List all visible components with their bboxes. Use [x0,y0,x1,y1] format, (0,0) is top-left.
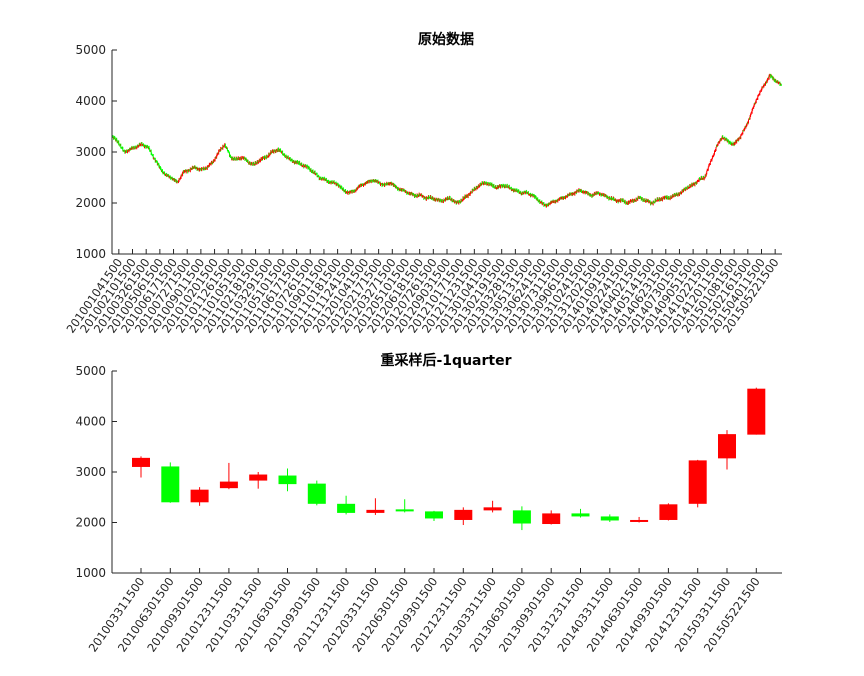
candle-body [132,457,150,467]
top-y-axis: 1000 2000 3000 4000 5000 [75,43,117,261]
y-tick-label: 3000 [75,145,106,159]
bottom-axes: 重采样后-1quarter 1000 2000 3000 4000 5000 20100… [75,352,782,655]
candle-body [571,513,590,517]
y-tick-label: 1000 [75,566,106,580]
candle-body [600,516,619,521]
bottom-y-axis: 1000 2000 3000 4000 5000 [75,364,117,580]
candle-body [512,510,531,524]
candle-body [659,504,678,520]
candle-body [542,513,561,525]
candle-body [278,475,297,485]
top-candles [111,73,782,208]
candle-body [688,460,707,504]
candle-body [337,503,356,513]
candle-body [630,519,649,522]
candle-body [718,434,736,459]
y-tick-label: 1000 [75,247,106,261]
candle-body [395,509,414,512]
candle-body [307,483,326,504]
y-tick-label: 2000 [75,196,106,210]
candle-body [249,474,268,481]
candle-body [483,507,502,511]
y-tick-label: 5000 [75,364,106,378]
candle-body [190,489,209,503]
y-tick-label: 5000 [75,43,106,57]
top-x-axis: 2010010415002010021015002010032615002010… [63,249,782,336]
candle-body [161,466,180,503]
y-tick-label: 2000 [75,516,106,530]
candle-body [747,388,766,435]
bottom-chart-title: 重采样后-1quarter [381,352,512,369]
y-tick-label: 4000 [75,94,106,108]
candle-body [425,511,443,519]
top-chart-title: 原始数据 [418,31,474,48]
top-axes: 原始数据 1000 2000 3000 4000 5000 20100104150020… [63,31,782,336]
candle-body [454,509,473,520]
y-tick-label: 4000 [75,415,106,429]
bottom-candles [132,387,766,531]
candle-body [219,481,238,489]
candle-body [366,509,385,513]
bottom-x-axis: 2010033115002010063015002010093015002010… [86,568,763,655]
y-tick-label: 3000 [75,465,106,479]
